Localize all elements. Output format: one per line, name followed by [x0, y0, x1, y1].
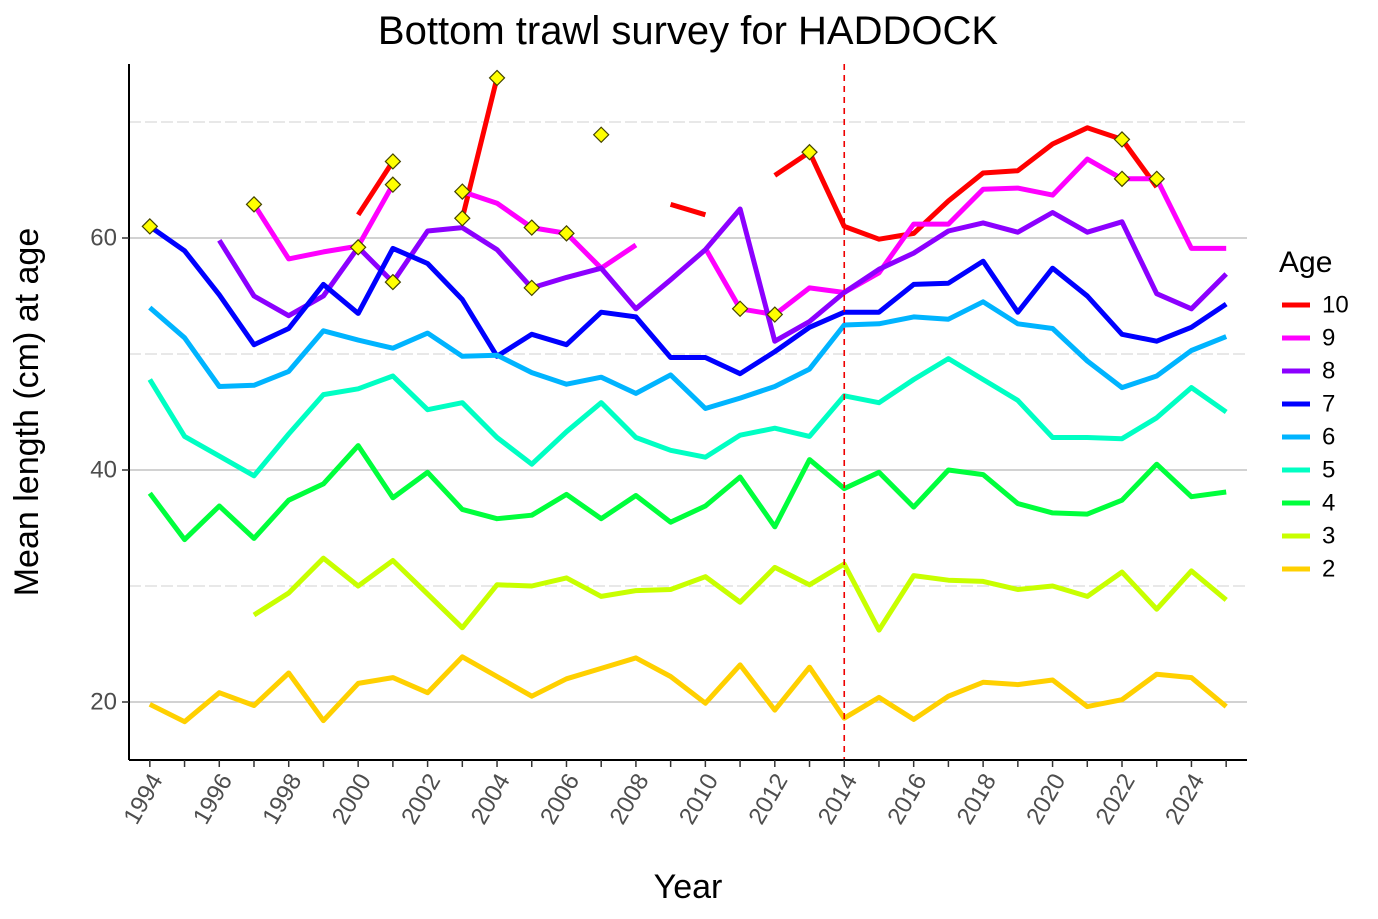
- legend-title: Age: [1279, 246, 1332, 279]
- legend-label-age-4: 4: [1322, 490, 1335, 517]
- x-tick-label-2016: 2016: [882, 769, 932, 829]
- series-line-age-8: [217, 206, 1228, 344]
- grid: [129, 121, 1247, 703]
- x-tick-label-2004: 2004: [466, 769, 516, 829]
- legend-label-age-3: 3: [1322, 523, 1335, 550]
- marker-1997-1: [245, 196, 263, 213]
- legend-label-age-9: 9: [1322, 325, 1335, 352]
- y-tick-label-60: 60: [90, 225, 117, 252]
- legend: Age 10 9 8 7 6 5 4 3 2: [1279, 246, 1349, 583]
- marker-2001-4: [384, 176, 402, 193]
- marker-2004-8: [488, 69, 506, 87]
- y-tick-label-40: 40: [90, 457, 117, 484]
- x-tick-label-1996: 1996: [188, 769, 238, 829]
- legend-label-age-10: 10: [1322, 292, 1349, 319]
- legend-label-age-6: 6: [1322, 424, 1335, 451]
- legend-label-age-8: 8: [1322, 358, 1335, 385]
- x-axis-title: Year: [654, 868, 723, 906]
- x-tick-label-2020: 2020: [1021, 769, 1071, 829]
- series-lines: [147, 77, 1228, 725]
- legend-label-age-5: 5: [1322, 457, 1335, 484]
- marker-1994-0: [141, 218, 159, 235]
- marker-2001-3: [384, 153, 402, 170]
- chart-title: Bottom trawl survey for HADDOCK: [378, 9, 998, 53]
- y-tick-label-20: 20: [90, 689, 117, 716]
- highlight-markers: [141, 69, 1166, 323]
- legend-label-age-7: 7: [1322, 391, 1335, 418]
- x-tick-label-2002: 2002: [396, 769, 446, 829]
- x-axis-ticks: 1994 1996 1998 2000 2002 2004 2006 2008 2010 2012…: [118, 760, 1227, 829]
- x-tick-label-2012: 2012: [743, 769, 793, 829]
- marker-2005-10: [523, 279, 541, 297]
- marker-2007-12: [592, 126, 610, 144]
- marker-2022-16: [1113, 131, 1131, 148]
- x-tick-label-2018: 2018: [952, 769, 1002, 829]
- marker-2011-13: [731, 300, 749, 318]
- y-axis-ticks: 20 40 60: [90, 225, 129, 716]
- marker-2023-18: [1148, 170, 1166, 188]
- y-axis-title: Mean length (cm) at age: [8, 228, 46, 597]
- marker-2013-15: [801, 143, 818, 161]
- series-line-age-9: [251, 156, 1227, 318]
- x-tick-label-2008: 2008: [605, 769, 655, 829]
- marker-2006-11: [558, 225, 575, 242]
- series-line-age-5: [147, 356, 1228, 479]
- series-line-age-10: [356, 77, 1159, 242]
- marker-2000-2: [349, 238, 367, 256]
- x-tick-label-2024: 2024: [1160, 769, 1210, 829]
- marker-2003-6: [453, 183, 471, 200]
- x-tick-label-1994: 1994: [118, 769, 168, 829]
- legend-label-age-2: 2: [1322, 556, 1335, 583]
- x-tick-label-2000: 2000: [327, 769, 377, 829]
- marker-2022-17: [1113, 170, 1131, 188]
- series-line-age-7: [148, 224, 1228, 377]
- axes: [128, 64, 1247, 761]
- series-line-age-2: [148, 654, 1228, 725]
- x-tick-label-1998: 1998: [257, 769, 307, 829]
- series-line-age-4: [147, 443, 1227, 543]
- x-tick-label-2010: 2010: [674, 769, 724, 829]
- series-line-age-3: [252, 555, 1228, 633]
- marker-2012-14: [766, 306, 784, 323]
- x-tick-label-2006: 2006: [535, 769, 585, 829]
- series-line-age-6: [148, 299, 1228, 411]
- x-tick-label-2014: 2014: [813, 769, 863, 829]
- marker-2003-7: [453, 209, 471, 227]
- marker-2001-5: [384, 273, 402, 291]
- x-tick-label-2022: 2022: [1091, 769, 1141, 829]
- marker-2005-9: [523, 219, 541, 236]
